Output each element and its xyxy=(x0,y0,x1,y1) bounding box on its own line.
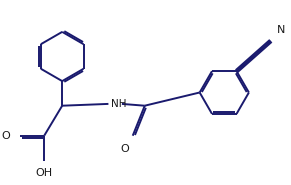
Text: O: O xyxy=(2,131,10,141)
Text: O: O xyxy=(121,144,129,154)
Text: N: N xyxy=(277,25,285,35)
Text: OH: OH xyxy=(36,168,53,178)
Text: NH: NH xyxy=(111,99,126,109)
